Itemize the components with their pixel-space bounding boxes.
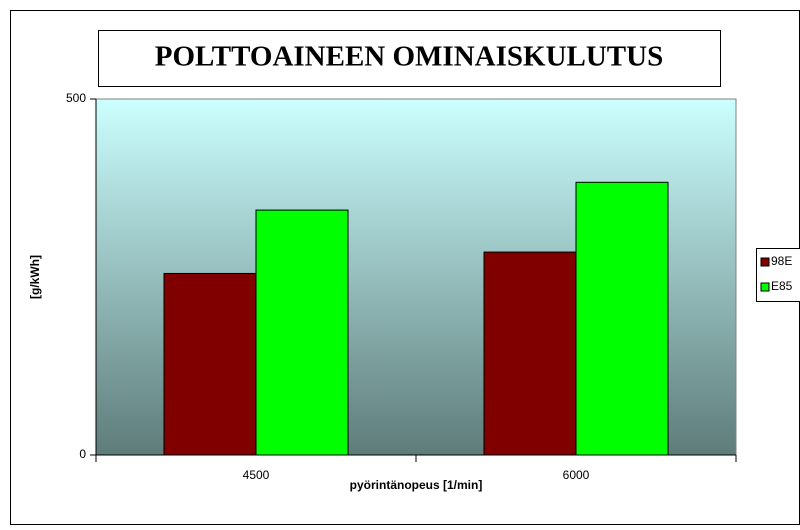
bar <box>575 181 669 456</box>
legend-swatch <box>760 282 770 292</box>
x-axis-label: pyörintänopeus [1/min] <box>350 478 483 492</box>
title-box <box>98 30 721 87</box>
chart-title: POLTTOAINEEN OMINAISKULUTUS <box>155 41 663 73</box>
x-tick-label: 6000 <box>563 468 590 482</box>
bar <box>163 272 257 456</box>
legend-label: 98E <box>771 254 792 268</box>
y-axis-label: [g/kWh] <box>28 255 42 299</box>
bar <box>255 209 349 456</box>
bar <box>483 251 577 456</box>
legend-box <box>756 248 800 302</box>
x-tick-label: 4500 <box>243 468 270 482</box>
legend-label: E85 <box>771 279 793 293</box>
y-tick-label: 0 <box>79 447 86 461</box>
legend-swatch <box>760 257 770 267</box>
y-tick-label: 500 <box>66 91 86 105</box>
